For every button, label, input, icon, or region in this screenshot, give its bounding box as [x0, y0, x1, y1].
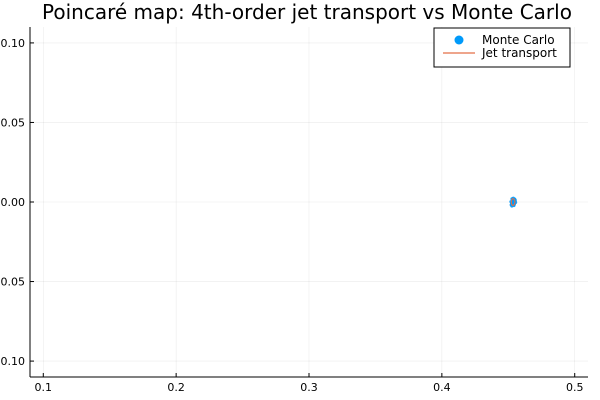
legend-label: Jet transport: [481, 46, 557, 60]
legend-label: Monte Carlo: [482, 33, 555, 47]
x-tick-label: 0.1: [35, 381, 53, 394]
y-tick-label: 0.00: [1, 196, 26, 209]
grid-lines: [30, 27, 588, 377]
y-tick-label: -0.10: [0, 355, 25, 368]
y-tick-label: 0.05: [1, 116, 26, 129]
y-tick-label: 0.10: [1, 37, 26, 50]
legend-box: [433, 27, 571, 68]
x-tick-label: 0.4: [433, 381, 451, 394]
y-tick-label: -0.05: [0, 276, 25, 289]
tick-labels: 0.1 0.2 0.3 0.4 0.5 0.10 0.05 0.00 -0.05 -0.10: [0, 37, 583, 394]
plot-area: [509, 196, 518, 208]
x-tick-label: 0.5: [566, 381, 584, 394]
x-tick-label: 0.3: [300, 381, 318, 394]
axes: [29, 27, 588, 378]
legend-marker-monte-carlo: [454, 35, 464, 45]
monte-carlo-point: [511, 199, 515, 203]
chart-title: Poincaré map: 4th-order jet transport vs…: [42, 0, 572, 24]
jet-transport-line: [510, 197, 516, 207]
x-tick-label: 0.2: [167, 381, 185, 394]
